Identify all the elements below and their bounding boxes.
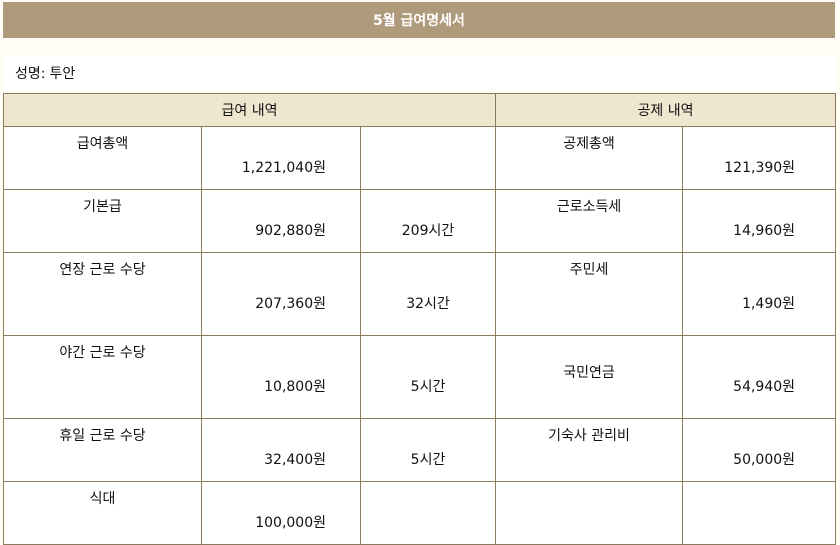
pay-hours: 209시간 (359, 189, 497, 253)
deduction-label: 근로소득세 (495, 189, 684, 253)
table-row: 연장 근로 수당 207,360원 32시간 주민세 1,490원 (3, 252, 837, 336)
pay-amount: 207,360원 (201, 252, 361, 336)
pay-section-header: 급여 내역 (2, 93, 497, 127)
pay-amount: 902,880원 (201, 189, 361, 253)
deduction-amount: 1,490원 (682, 252, 837, 336)
deduction-amount: 121,390원 (682, 126, 837, 190)
pay-hours (359, 481, 497, 545)
pay-hours (359, 126, 497, 190)
table-row: 식대 100,000원 (3, 481, 837, 545)
pay-hours: 5시간 (359, 418, 497, 482)
pay-amount: 10,800원 (201, 335, 361, 419)
deduction-label (495, 481, 684, 545)
deduction-amount: 50,000원 (682, 418, 837, 482)
table-row: 급여총액 1,221,040원 공제총액 121,390원 (3, 126, 837, 190)
pay-hours: 5시간 (359, 335, 497, 419)
pay-label: 기본급 (3, 189, 202, 253)
pay-label: 식대 (3, 481, 202, 545)
pay-amount: 100,000원 (201, 481, 361, 545)
deduction-label: 공제총액 (495, 126, 684, 190)
deduction-label: 국민연금 (495, 335, 684, 419)
deduction-amount: 54,940원 (682, 335, 837, 419)
table-row: 기본급 902,880원 209시간 근로소득세 14,960원 (3, 189, 837, 253)
deduction-label: 주민세 (495, 252, 684, 336)
deduction-label: 기숙사 관리비 (495, 418, 684, 482)
table-row: 휴일 근로 수당 32,400원 5시간 기숙사 관리비 50,000원 (3, 418, 837, 482)
pay-hours: 32시간 (359, 252, 497, 336)
payslip-table: 급여 내역 공제 내역 급여총액 1,221,040원 공제총액 121,390… (2, 93, 837, 545)
page-title: 5월 급여명세서 (3, 2, 835, 38)
deduction-amount (682, 481, 837, 545)
employee-name: 투안 (49, 66, 76, 82)
table-row: 야간 근로 수당 10,800원 5시간 국민연금 54,940원 (3, 335, 837, 419)
employee-name-line: 성명: 투안 (3, 55, 835, 91)
pay-amount: 32,400원 (201, 418, 361, 482)
pay-label: 야간 근로 수당 (3, 335, 202, 419)
pay-label: 급여총액 (3, 126, 202, 190)
pay-label: 연장 근로 수당 (3, 252, 202, 336)
employee-name-label: 성명: (15, 66, 46, 82)
deduction-amount: 14,960원 (682, 189, 837, 253)
pay-label: 휴일 근로 수당 (3, 418, 202, 482)
deduction-section-header: 공제 내역 (495, 93, 837, 127)
pay-amount: 1,221,040원 (201, 126, 361, 190)
